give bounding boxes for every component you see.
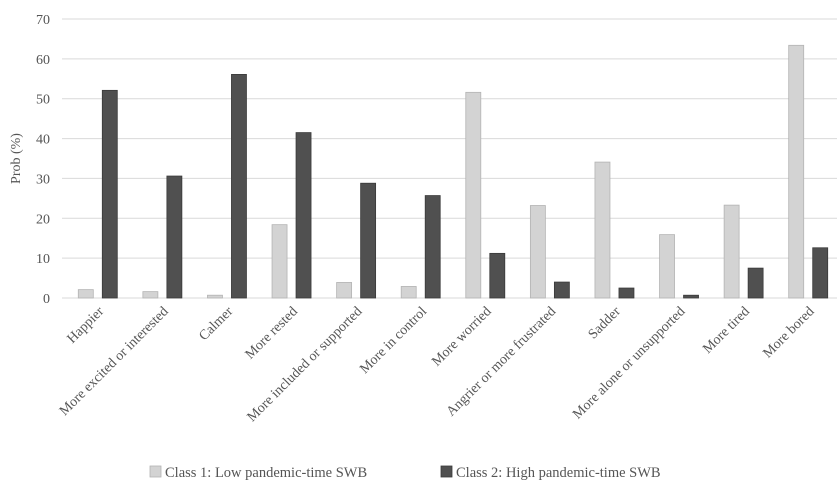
- category-label: More tired: [700, 304, 753, 357]
- legend-swatch-2: [440, 465, 453, 478]
- bars: [77, 44, 829, 299]
- y-tick-label: 40: [36, 133, 50, 148]
- bar-series-2-1: [166, 175, 183, 299]
- y-tick-label: 30: [36, 172, 50, 187]
- bar-series-1-3: [271, 224, 288, 299]
- legend: Class 1: Low pandemic-time SWB Class 2: H…: [149, 465, 661, 481]
- bar-series-1-2: [207, 294, 223, 299]
- bar-series-1-0: [77, 289, 94, 299]
- category-label: More excited or interested: [57, 304, 172, 419]
- bar-series-2-8: [618, 287, 635, 299]
- y-tick-label: 10: [36, 252, 50, 267]
- bar-series-2-9: [683, 294, 699, 299]
- bar-series-2-3: [295, 132, 312, 299]
- category-label: More worried: [429, 304, 494, 369]
- bar-series-1-6: [465, 91, 482, 299]
- gridlines: [62, 18, 837, 299]
- bar-series-2-2: [231, 74, 247, 299]
- legend-swatch-1: [149, 465, 162, 478]
- y-tick-label: 0: [43, 292, 50, 307]
- bar-series-2-10: [747, 267, 764, 299]
- bar-series-2-7: [553, 281, 570, 299]
- bar-series-1-5: [400, 286, 417, 299]
- bar-series-2-11: [812, 247, 829, 299]
- y-tick-label: 50: [36, 93, 50, 108]
- category-label: Happier: [65, 304, 108, 347]
- bar-series-2-5: [424, 195, 441, 299]
- bar-series-1-10: [723, 204, 740, 299]
- bar-series-1-9: [659, 234, 675, 299]
- bar-series-2-0: [101, 89, 118, 299]
- bar-series-1-8: [594, 161, 611, 299]
- category-label: More rested: [243, 304, 301, 362]
- category-label: Calmer: [197, 304, 237, 344]
- category-label: Sadder: [586, 304, 624, 342]
- category-label: More alone or unsupported: [570, 304, 688, 422]
- bar-series-2-4: [360, 182, 377, 299]
- bar-series-1-4: [336, 282, 353, 299]
- bar-series-1-11: [788, 44, 805, 299]
- category-label: More in control: [357, 304, 430, 377]
- y-axis-title: Prob (%): [9, 133, 24, 184]
- bar-series-1-1: [142, 291, 159, 299]
- y-tick-label: 60: [36, 53, 50, 68]
- legend-label-1: Class 1: Low pandemic-time SWB: [165, 465, 367, 481]
- y-tick-label: 20: [36, 212, 50, 227]
- legend-label-2: Class 2: High pandemic-time SWB: [456, 465, 661, 481]
- y-tick-labels: 0 10 20 30 40 50 60 70: [36, 13, 50, 307]
- category-label: More bored: [760, 304, 817, 361]
- y-tick-label: 70: [36, 13, 50, 28]
- bar-series-2-6: [489, 252, 506, 299]
- bar-series-1-7: [529, 205, 546, 299]
- category-label: More included or supported: [245, 304, 366, 425]
- category-label: Angrier or more frustrated: [444, 304, 559, 419]
